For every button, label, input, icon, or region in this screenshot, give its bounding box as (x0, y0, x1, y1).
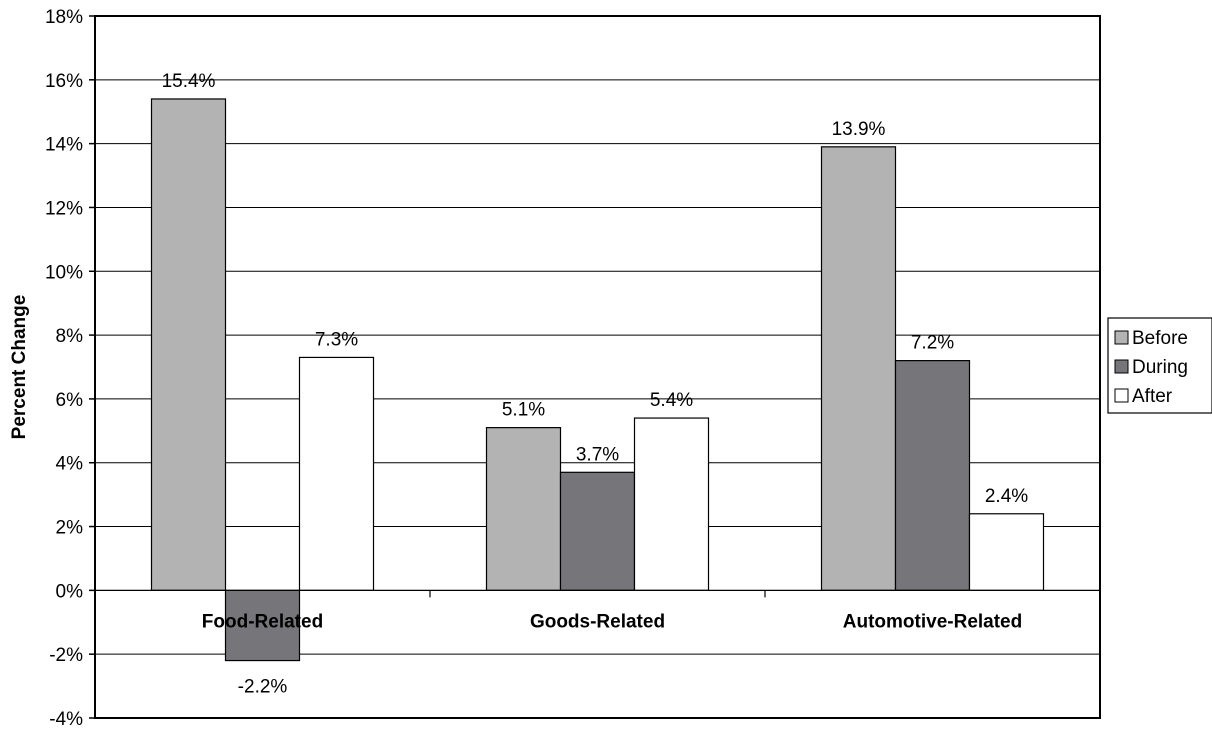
y-tick-label: 0% (56, 581, 84, 602)
data-label: 7.3% (315, 329, 358, 350)
x-axis-category-labels: Food-Related Goods-Related Automotive-Rela… (202, 611, 1022, 632)
data-label: 13.9% (832, 119, 886, 140)
data-label: 5.1% (502, 400, 545, 421)
bar-before-food-related (150, 98, 227, 591)
legend-label-before: Before (1132, 328, 1188, 349)
data-label: 15.4% (162, 71, 216, 92)
y-tick-label: 2% (56, 518, 84, 539)
x-category-label: Goods-Related (530, 611, 665, 632)
legend-label-during: During (1132, 357, 1188, 378)
y-tick-label: 18% (45, 7, 83, 28)
y-tick-label: 12% (45, 198, 83, 219)
bar-after-food-related (298, 356, 375, 591)
legend-swatch-after (1114, 388, 1129, 403)
y-tick-label: 6% (56, 390, 84, 411)
plot-frame (94, 15, 1101, 719)
y-tick-label: 14% (45, 135, 83, 156)
bar-after-goods-related (633, 417, 710, 591)
y-tick-label: 16% (45, 71, 83, 92)
y-tick-label: -2% (49, 645, 83, 666)
data-label: 7.2% (911, 333, 954, 354)
data-label: 5.4% (650, 390, 693, 411)
bar-during-goods-related (559, 471, 636, 591)
x-category-label: Food-Related (202, 611, 323, 632)
bar-after-automotive-related (968, 513, 1045, 591)
y-tick-label: 8% (56, 326, 84, 347)
data-labels: 15.4% -2.2% 7.3% 5.1% 3.7% 5.4% 13.9% 7.2% 2.4% (162, 71, 1029, 698)
bars (150, 98, 1045, 662)
y-tick-label: 4% (56, 454, 84, 475)
y-axis-title: Percent Change (9, 295, 30, 440)
bar-during-food-related (224, 589, 301, 662)
bar-before-automotive-related (820, 146, 897, 591)
data-label: 2.4% (985, 486, 1028, 507)
legend: Before During After (1107, 317, 1212, 414)
y-tick-label: 10% (45, 262, 83, 283)
data-label: -2.2% (238, 677, 288, 698)
legend-swatch-before (1114, 330, 1129, 345)
bar-during-automotive-related (894, 360, 971, 591)
data-label: 3.7% (576, 444, 619, 465)
gridlines (95, 79, 1100, 655)
legend-swatch-during (1114, 359, 1129, 374)
legend-label-after: After (1132, 386, 1173, 407)
x-category-label: Automotive-Related (843, 611, 1022, 632)
y-axis-ticks: -4% -2% 0% 2% 4% 6% 8% 10% 12% 14% 16% 18% (45, 7, 95, 729)
y-tick-label: -4% (49, 709, 83, 729)
bar-before-goods-related (485, 427, 562, 591)
